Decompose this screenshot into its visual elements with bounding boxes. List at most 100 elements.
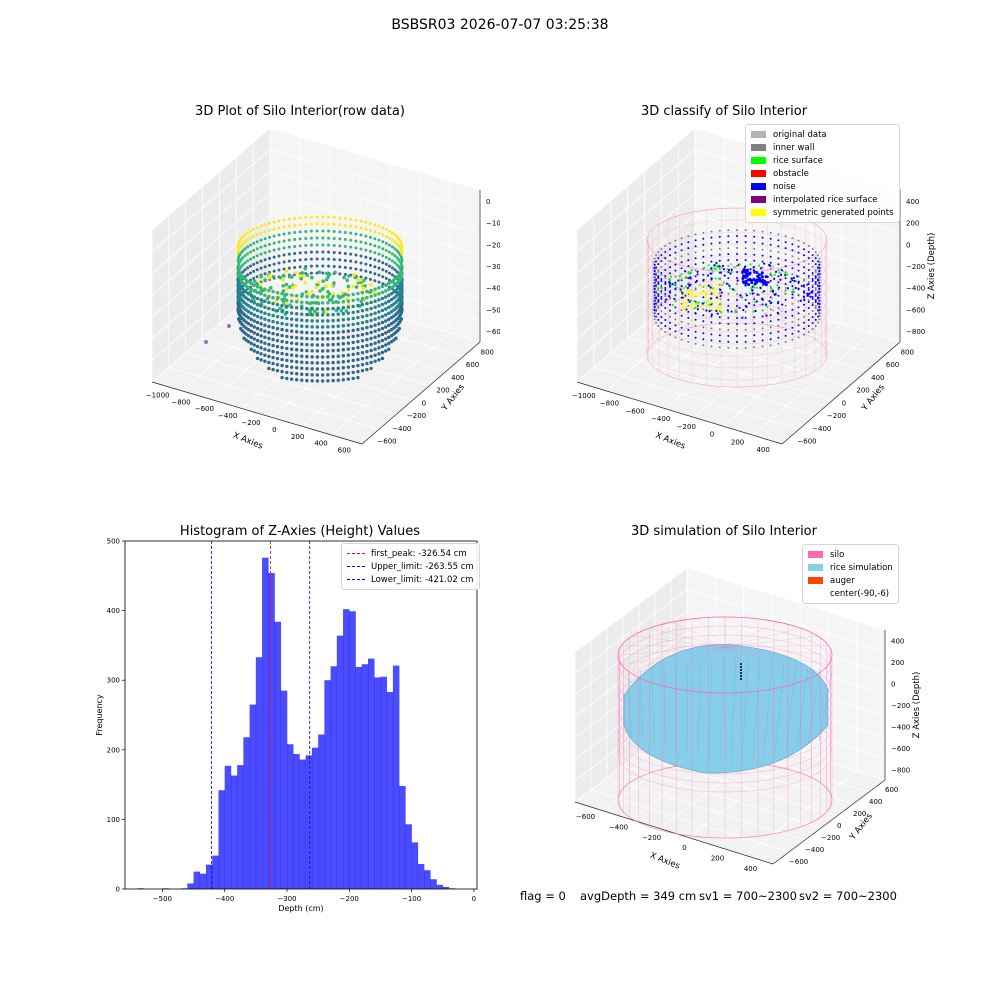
symmetric-point: [706, 304, 709, 307]
x-tick-label: 400: [314, 440, 327, 448]
data-point: [657, 312, 660, 315]
data-point: [771, 290, 775, 293]
mesh-line: [807, 668, 821, 745]
data-point: [277, 233, 281, 237]
data-point: [284, 301, 289, 305]
data-point: [669, 333, 672, 336]
data-point: [248, 271, 252, 275]
data-point: [271, 367, 275, 372]
data-point: [777, 342, 780, 345]
data-point: [280, 297, 284, 302]
data-point: [331, 324, 335, 329]
histogram-title: Histogram of Z-Axies (Height) Values: [179, 524, 421, 539]
histogram-bar: [374, 677, 381, 889]
data-point: [280, 375, 284, 380]
data-point: [268, 286, 273, 290]
data-point: [275, 326, 280, 331]
data-point: [769, 279, 772, 282]
data-point: [246, 334, 251, 338]
data-point: [252, 325, 256, 329]
data-point: [744, 247, 747, 250]
data-point: [664, 331, 667, 333]
data-point: [381, 233, 385, 237]
silo-wireframe: [632, 635, 726, 648]
data-point: [326, 325, 330, 329]
data-point: [377, 280, 381, 284]
data-point: [389, 304, 394, 308]
data-point: [341, 294, 346, 298]
data-point: [351, 358, 355, 363]
data-point: [341, 312, 346, 316]
data-point: [818, 305, 821, 308]
data-point: [791, 261, 794, 264]
data-point: [341, 366, 346, 370]
data-point: [818, 257, 821, 260]
data-point: [377, 231, 381, 235]
data-point: [327, 222, 331, 226]
data-point: [749, 263, 752, 266]
data-point: [272, 220, 276, 224]
data-point: [687, 281, 691, 284]
data-point: [802, 272, 805, 275]
x-tick-label: 200: [711, 855, 724, 863]
data-point: [341, 324, 346, 328]
data-point: [326, 307, 330, 311]
data-point: [369, 330, 373, 335]
data-point: [364, 227, 368, 231]
data-point: [657, 300, 660, 303]
data-point: [720, 291, 723, 294]
data-point: [802, 315, 805, 318]
data-point: [680, 267, 683, 270]
data-point: [360, 320, 365, 325]
data-point: [246, 273, 250, 277]
data-point: [811, 316, 814, 319]
data-point: [784, 272, 787, 275]
data-point: [802, 303, 805, 306]
data-point: [791, 291, 794, 294]
data-point: [712, 287, 715, 290]
data-point: [315, 349, 320, 353]
data-point: [727, 340, 730, 343]
data-point: [716, 312, 719, 315]
legend-label: symmetric generated points: [773, 207, 894, 218]
silo-wireframe: [621, 646, 726, 665]
z-tick-label: −200: [906, 263, 925, 271]
data-point: [327, 236, 331, 240]
data-point: [359, 226, 363, 230]
data-point: [744, 334, 747, 337]
x-tick-label: −200: [340, 895, 359, 903]
data-point: [777, 251, 780, 254]
data-point: [326, 301, 330, 305]
histogram-bar: [262, 557, 269, 889]
data-point: [282, 218, 286, 222]
data-point: [761, 291, 764, 294]
legend-entry: rice surface: [751, 154, 894, 167]
data-point: [811, 328, 814, 331]
data-point: [713, 264, 716, 267]
data-point: [314, 285, 319, 290]
data-point: [275, 296, 280, 301]
data-point: [332, 250, 336, 254]
data-point: [392, 338, 396, 342]
data-point: [390, 245, 394, 249]
data-point: [331, 318, 335, 323]
data-point: [349, 245, 353, 249]
data-point: [315, 355, 320, 359]
data-point: [236, 295, 240, 299]
data-point: [655, 266, 658, 269]
histogram-bar: [349, 611, 356, 889]
data-point: [341, 378, 346, 382]
data-point: [811, 304, 814, 307]
data-point: [818, 269, 821, 272]
data-point: [304, 257, 308, 261]
flag-text: flag = 0: [520, 889, 566, 903]
data-point: [293, 230, 297, 234]
data-point: [336, 300, 340, 304]
data-point: [249, 323, 253, 328]
data-point: [694, 324, 697, 327]
data-point: [674, 275, 677, 278]
data-point: [268, 242, 272, 246]
simulation-3d-axes: −600−400−2000200400−600−400−200020040060…: [574, 567, 922, 873]
data-point: [690, 299, 693, 302]
data-point: [259, 316, 263, 320]
